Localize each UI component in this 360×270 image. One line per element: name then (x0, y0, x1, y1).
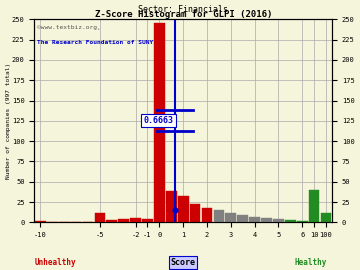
Y-axis label: Number of companies (997 total): Number of companies (997 total) (5, 63, 10, 179)
Bar (154, 23, 165, 222)
Bar (249, 217, 260, 222)
Text: 0.6663: 0.6663 (144, 116, 174, 125)
Bar (225, 212, 236, 222)
Bar (166, 191, 177, 222)
Bar (213, 210, 224, 222)
Bar (118, 219, 129, 222)
Text: ©www.textbiz.org,: ©www.textbiz.org, (37, 25, 101, 30)
Bar (190, 204, 201, 222)
Bar (130, 218, 141, 222)
Bar (261, 218, 272, 222)
Bar (309, 190, 319, 222)
Title: Z-Score Histogram for GLPI (2016): Z-Score Histogram for GLPI (2016) (95, 10, 272, 19)
Bar (202, 208, 212, 222)
Bar (35, 221, 46, 222)
Text: The Research Foundation of SUNY: The Research Foundation of SUNY (37, 40, 154, 45)
Text: Healthy: Healthy (295, 258, 327, 267)
Bar (95, 213, 105, 222)
Text: Unhealthy: Unhealthy (35, 258, 76, 267)
Bar (273, 219, 284, 222)
Text: Sector: Financials: Sector: Financials (138, 5, 228, 14)
Bar (285, 220, 296, 222)
Bar (237, 215, 248, 222)
Text: Score: Score (171, 258, 196, 267)
Bar (107, 220, 117, 222)
Bar (142, 219, 153, 222)
Bar (178, 195, 189, 222)
Bar (297, 221, 307, 222)
Bar (321, 212, 331, 222)
